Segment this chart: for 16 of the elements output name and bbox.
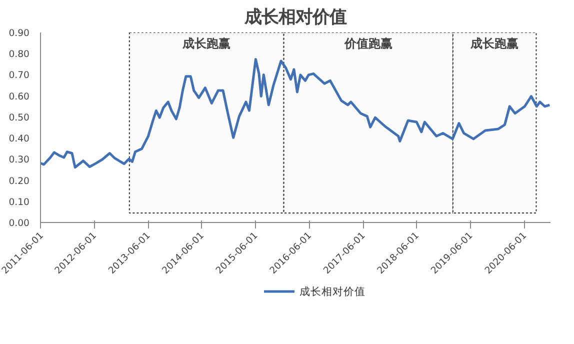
y-tick-label: 0.10 [8, 196, 30, 208]
y-tick-label: 0.20 [8, 176, 30, 187]
band-label: 成长跑赢 [182, 36, 231, 50]
y-tick-label: 0.70 [8, 70, 30, 82]
y-tick-label: 0.00 [8, 218, 30, 229]
y-tick-label: 0.80 [8, 49, 30, 60]
y-tick-label: 0.90 [8, 28, 30, 39]
band-label: 成长跑赢 [470, 36, 519, 50]
band-label: 价值跑赢 [343, 36, 392, 50]
y-tick-label: 0.60 [8, 91, 30, 102]
y-tick-label: 0.30 [8, 154, 30, 166]
y-tick-label: 0.50 [8, 112, 30, 124]
legend-label: 成长相对价值 [300, 285, 366, 298]
y-tick-label: 0.40 [8, 134, 30, 145]
line-series [40, 58, 550, 169]
chart-title: 成长相对价值 [244, 8, 346, 28]
